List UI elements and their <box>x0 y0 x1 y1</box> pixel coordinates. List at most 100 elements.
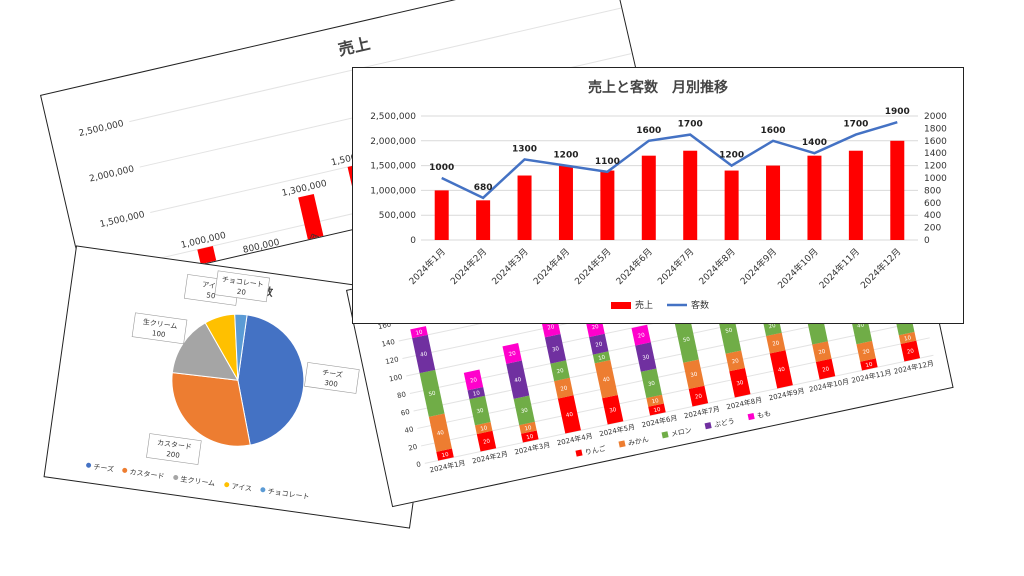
segment-data-label: 20 <box>862 349 871 356</box>
y-right-tick-label: 600 <box>924 199 941 209</box>
customers-data-label: 1000 <box>429 163 454 173</box>
stack-segment <box>856 340 876 362</box>
x-tick-label: 2024年6月 <box>641 413 678 429</box>
y-right-tick-label: 400 <box>924 211 941 221</box>
stack-segment <box>521 430 539 443</box>
segment-data-label: 40 <box>514 377 523 384</box>
segment-data-label: 10 <box>904 335 913 342</box>
stack-segment <box>769 350 793 389</box>
customers-line <box>441 121 898 200</box>
x-tick-label: 2024年8月 <box>726 395 763 411</box>
stack-segment <box>467 387 486 400</box>
stack-segment <box>550 360 570 382</box>
segment-data-label: 10 <box>865 362 874 369</box>
legend-label: りんご <box>584 444 606 457</box>
x-tick-label: 2024年3月 <box>489 246 530 287</box>
y-tick-label: 1,500,000 <box>99 210 146 230</box>
sales-bar <box>600 170 615 240</box>
legend-swatch-sales <box>611 302 631 309</box>
sales-bar <box>476 200 491 240</box>
pie-label-value: 50 <box>206 291 216 300</box>
stack-segment <box>469 395 491 426</box>
y-tick-label: 100 <box>388 373 403 384</box>
segment-data-label: 30 <box>642 354 651 361</box>
y-tick-label: 0 <box>416 460 422 469</box>
y-right-tick-label: 1200 <box>924 162 947 172</box>
stack-segment <box>436 448 454 461</box>
stack-segment <box>463 369 484 391</box>
segment-data-label: 20 <box>547 324 556 331</box>
stack-segment <box>683 359 705 390</box>
legend-label: メロン <box>670 426 692 438</box>
stack-segment <box>602 394 624 425</box>
y-right-tick-label: 2000 <box>924 112 947 122</box>
x-tick-label: 2024年2月 <box>448 246 489 287</box>
segment-data-label: 30 <box>520 408 529 415</box>
legend-label: チーズ <box>93 462 115 474</box>
segment-data-label: 30 <box>736 380 745 387</box>
segment-data-label: 10 <box>524 425 533 432</box>
gridline <box>420 337 930 447</box>
legend-swatch <box>122 467 128 473</box>
chart-card-main: 売上と客数 月別推移 0 500,000 1,000,000 1,500,000 2,00… <box>352 67 964 324</box>
x-tick-label: 2024年9月 <box>768 386 805 402</box>
stack-segment <box>648 403 666 416</box>
y-tick-label: 40 <box>404 425 414 435</box>
chart-title: 売上 <box>336 34 371 60</box>
segment-data-label: 20 <box>772 340 781 347</box>
segment-data-label: 40 <box>566 412 575 419</box>
sales-bar <box>766 165 781 240</box>
gridline <box>129 7 622 123</box>
segment-data-label: 20 <box>695 393 704 400</box>
segment-data-label: 30 <box>648 380 657 387</box>
x-tick-label: 2024年7月 <box>683 404 720 420</box>
segment-data-label: 30 <box>552 346 561 353</box>
segment-data-label: 20 <box>560 385 569 392</box>
pie-label-value: 100 <box>152 329 166 339</box>
segment-data-label: 40 <box>778 367 787 374</box>
segment-data-label: 40 <box>437 430 446 437</box>
x-tick-label: 2024年11月 <box>851 368 893 385</box>
legend-swatch <box>260 487 266 493</box>
segment-data-label: 50 <box>683 336 692 343</box>
segment-data-label: 10 <box>651 398 660 405</box>
segment-data-label: 30 <box>690 371 699 378</box>
legend-swatch <box>575 449 583 457</box>
segment-data-label: 20 <box>508 351 517 358</box>
sales-data-label: 1,300,000 <box>281 179 328 199</box>
segment-data-label: 20 <box>556 368 565 375</box>
stack-segment <box>646 394 664 407</box>
stack-segment <box>631 324 651 346</box>
stack-segment <box>640 368 663 399</box>
sales-bar <box>641 155 656 240</box>
pie-label-box <box>304 362 360 394</box>
chart-title: 売上と客数 月別推移 <box>588 79 728 96</box>
y-right-tick-label: 200 <box>924 224 941 234</box>
legend-label: 生クリーム <box>180 474 216 488</box>
sales-bar <box>848 150 863 240</box>
segment-data-label: 10 <box>526 434 535 441</box>
legend-label: カスタード <box>129 467 165 481</box>
x-tick-label: 2024年2月 <box>471 449 508 465</box>
sales-bar <box>517 175 532 240</box>
pie-label-box <box>131 312 188 345</box>
x-tick-label: 2024年11月 <box>816 246 862 292</box>
y-left-tick-label: 1,500,000 <box>370 162 416 172</box>
sales-bar <box>724 170 739 240</box>
y-tick-label: 120 <box>385 355 400 366</box>
pie-label-box <box>146 433 202 465</box>
customers-data-label: 1200 <box>553 151 578 161</box>
legend-swatch <box>704 422 712 430</box>
stack-segment <box>592 351 611 364</box>
stack-segment <box>766 332 786 354</box>
stack-segment <box>557 395 581 434</box>
stack-segment <box>860 358 878 371</box>
gridline <box>424 354 934 464</box>
pie-slice <box>171 372 251 447</box>
y-tick-label: 80 <box>396 390 406 400</box>
stack-segment <box>476 430 497 452</box>
segment-data-label: 50 <box>725 327 734 334</box>
stack-segment <box>635 342 657 372</box>
y-right-tick-label: 1800 <box>924 124 947 134</box>
y-tick-label: 2,500,000 <box>78 119 125 139</box>
